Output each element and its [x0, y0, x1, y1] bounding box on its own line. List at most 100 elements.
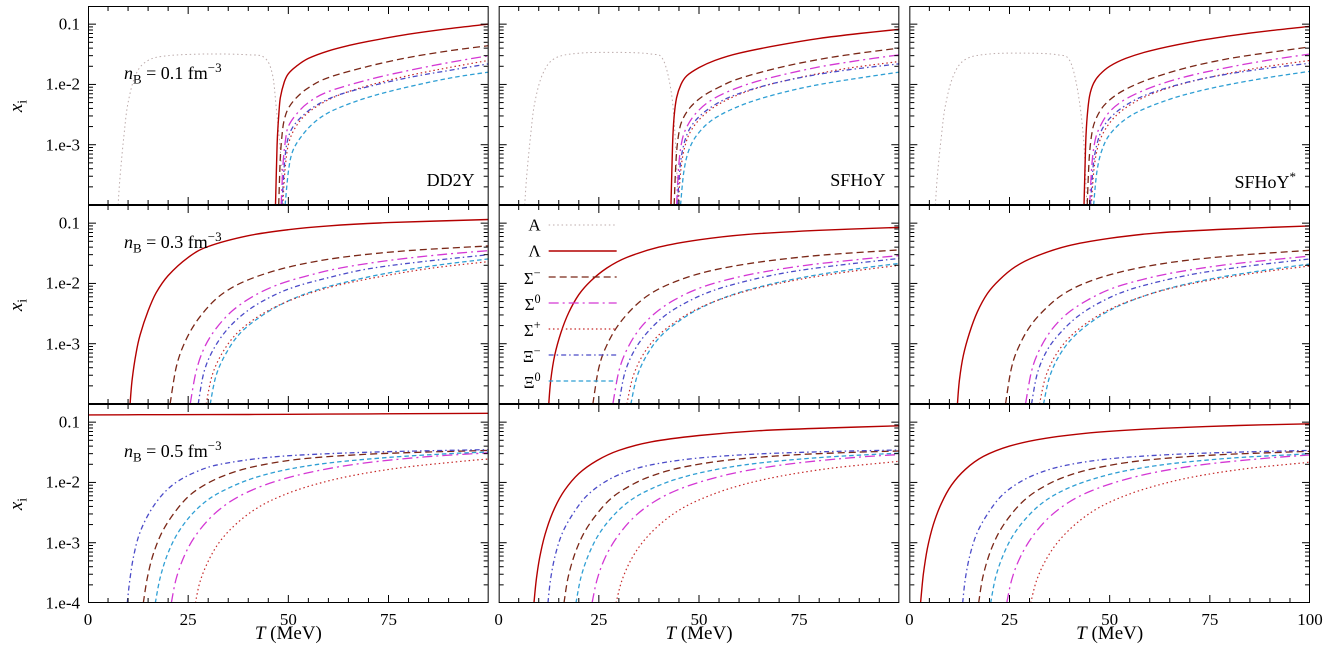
curve-lambda-dd2y-nb0.1: [274, 23, 489, 205]
density-label: nB = 0.3 fm−3: [124, 229, 222, 256]
curve-xi0-sfhoy-nb0.5: [575, 452, 900, 603]
panel-sfhoystar-nb0.1: [909, 6, 1310, 205]
curve-xi0-sfhoystar-nb0.3: [1042, 263, 1310, 404]
curve-sigmam-sfhoy-nb0.3: [592, 249, 900, 404]
curve-xim-sfhoy-nb0.5: [547, 449, 900, 603]
x-tick-label: 75: [1201, 610, 1219, 629]
curve-xi0-dd2y-nb0.1: [284, 71, 489, 205]
panel-frame: [88, 205, 489, 404]
panel-frame: [498, 205, 900, 404]
curve-xi0-dd2y-nb0.5: [154, 451, 489, 603]
curve-sigmam-sfhoy-nb0.1: [673, 47, 900, 205]
x-tick-label: 0: [494, 610, 503, 629]
curve-lambda-dd2y-nb0.3: [129, 218, 489, 404]
x-axis-label: T (MeV): [665, 623, 733, 644]
curve-a-dd2y-nb0.1: [117, 53, 284, 205]
curve-xi0-dd2y-nb0.3: [209, 258, 489, 404]
curve-lambda-sfhoy-nb0.3: [548, 226, 900, 404]
curve-lambda-sfhoystar-nb0.1: [1083, 25, 1310, 205]
curve-sigmap-sfhoystar-nb0.3: [1038, 265, 1310, 404]
panel-dd2y-nb0.3: [88, 205, 489, 404]
y-tick-label: 1.e-2: [45, 74, 80, 94]
curve-sigmap-dd2y-nb0.5: [194, 458, 489, 603]
panel-frame: [88, 404, 489, 603]
panel-sfhoy-nb0.5: [498, 404, 900, 603]
curve-sigma0-dd2y-nb0.3: [189, 249, 489, 404]
y-axis-label: xi: [5, 99, 30, 112]
curve-sigma0-sfhoystar-nb0.5: [1006, 454, 1310, 603]
y-axis-label: xi: [5, 497, 30, 510]
x-tick-label: 75: [790, 610, 808, 629]
legend-label-a: A: [528, 215, 541, 235]
y-axis-label: xi: [5, 298, 30, 311]
legend-label-sigmam: Σ−: [523, 266, 541, 288]
panel-frame: [909, 6, 1310, 205]
panel-frame: [498, 404, 900, 603]
x-tick-label: 50: [690, 610, 708, 629]
curve-xi0-sfhoystar-nb0.1: [1092, 70, 1310, 205]
density-label: nB = 0.1 fm−3: [124, 60, 222, 87]
curve-sigmam-dd2y-nb0.3: [169, 245, 489, 404]
x-tick-label: 0: [905, 610, 914, 629]
curve-sigma0-dd2y-nb0.5: [170, 452, 489, 603]
panel-title: SFHoY: [830, 170, 886, 190]
curve-xim-dd2y-nb0.5: [126, 448, 489, 603]
curve-xim-sfhoy-nb0.3: [618, 257, 900, 404]
curve-lambda-sfhoystar-nb0.5: [919, 423, 1310, 603]
panel-title: SFHoY*: [1234, 169, 1296, 192]
curve-lambda-sfhoystar-nb0.3: [956, 225, 1310, 404]
x-tick-label: 50: [279, 610, 297, 629]
panel-dd2y-nb0.1: [88, 6, 489, 205]
curve-xi0-sfhoystar-nb0.5: [989, 453, 1310, 603]
panel-title: DD2Y: [426, 170, 475, 190]
x-tick-label: 50: [1101, 610, 1119, 629]
curve-lambda-sfhoy-nb0.1: [670, 28, 900, 205]
curve-sigmam-dd2y-nb0.5: [142, 449, 489, 603]
y-tick-label: 1.e-2: [45, 273, 80, 293]
curve-sigmap-sfhoy-nb0.3: [626, 264, 900, 404]
curve-sigmam-sfhoystar-nb0.5: [977, 450, 1310, 603]
curve-xi0-sfhoy-nb0.3: [630, 262, 900, 404]
panel-frame: [498, 6, 900, 205]
curve-sigmam-sfhoystar-nb0.3: [1004, 249, 1310, 404]
curve-sigma0-dd2y-nb0.1: [280, 55, 489, 205]
legend-label-xi0: Ξ0: [523, 370, 541, 392]
x-tick-label: 0: [83, 610, 93, 629]
curve-a-sfhoystar-nb0.1: [934, 52, 1088, 205]
panel-sfhoystar-nb0.5: [909, 404, 1310, 603]
curve-xi0-sfhoy-nb0.1: [679, 71, 900, 205]
panel-frame: [909, 404, 1310, 603]
y-tick-label: 0.1: [58, 412, 80, 432]
panel-frame: [909, 205, 1310, 404]
curve-sigma0-sfhoy-nb0.5: [591, 453, 900, 603]
curve-sigmap-dd2y-nb0.3: [205, 261, 489, 404]
x-axis-label: T (MeV): [1076, 623, 1144, 644]
curve-sigmam-sfhoystar-nb0.1: [1086, 46, 1310, 205]
x-tick-label: 25: [1001, 610, 1018, 629]
panel-sfhoy-nb0.1: [498, 6, 900, 205]
panel-frame: [88, 6, 489, 205]
x-axis-label: T (MeV): [254, 623, 322, 644]
x-tick-label: 100: [1297, 610, 1323, 629]
curve-sigma0-sfhoystar-nb0.1: [1088, 53, 1310, 205]
y-tick-label: 0.1: [58, 213, 80, 233]
curve-a-sfhoy-nb0.1: [524, 51, 679, 205]
curve-sigmam-dd2y-nb0.1: [278, 44, 489, 205]
curve-sigmam-sfhoy-nb0.5: [563, 450, 900, 603]
y-tick-label: 0.1: [58, 14, 80, 34]
x-tick-label: 25: [179, 610, 197, 629]
curve-lambda-sfhoy-nb0.5: [533, 425, 900, 603]
y-tick-label: 1.e-4: [45, 593, 80, 613]
curve-xim-sfhoystar-nb0.3: [1030, 258, 1310, 404]
curve-sigma0-sfhoy-nb0.3: [612, 254, 900, 404]
y-tick-label: 1.e-3: [45, 533, 80, 553]
curve-sigmap-sfhoy-nb0.5: [615, 460, 900, 603]
curve-sigma0-sfhoy-nb0.1: [675, 54, 900, 205]
legend-label-sigmap: Σ+: [523, 318, 541, 340]
density-label: nB = 0.5 fm−3: [124, 438, 222, 465]
curve-sigmap-sfhoystar-nb0.5: [1030, 461, 1310, 603]
curve-lambda-dd2y-nb0.5: [88, 412, 489, 416]
legend-label-lambda: Λ: [528, 241, 541, 261]
